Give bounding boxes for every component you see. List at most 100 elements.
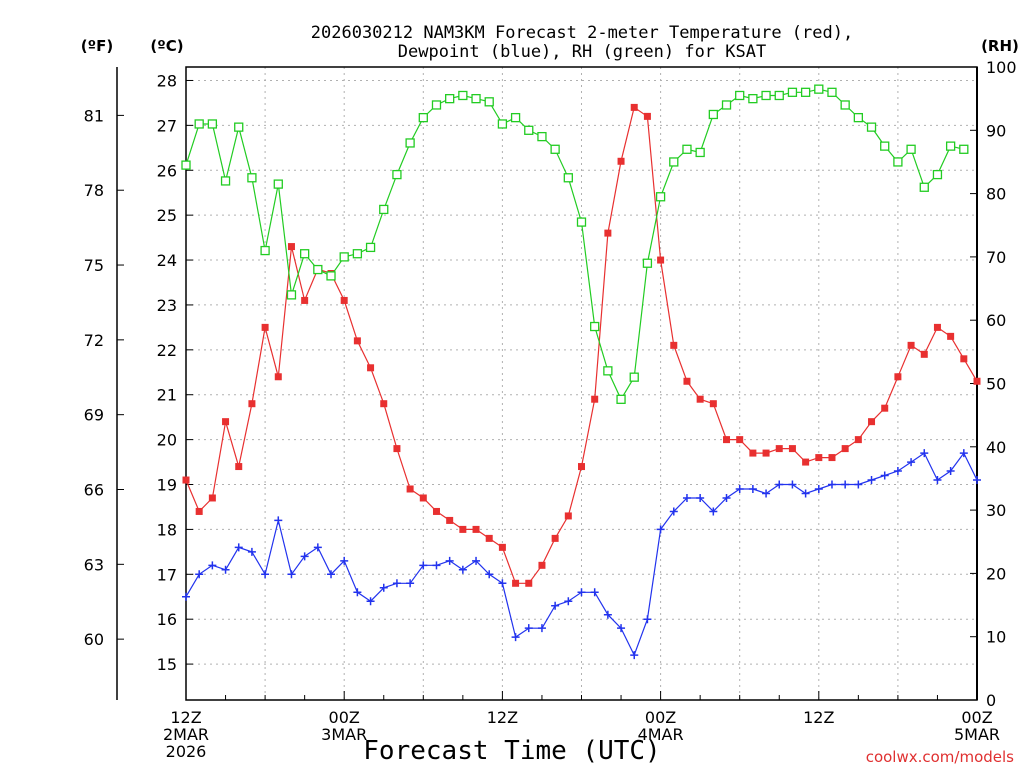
- data-point: [510, 112, 521, 123]
- data-point: [234, 122, 244, 132]
- data-point: [576, 217, 587, 227]
- data-point: [367, 364, 375, 372]
- chart-title-line-1: 2026030212 NAM3KM Forecast 2-meter Tempe…: [311, 23, 853, 43]
- data-point: [195, 570, 204, 579]
- celsius-unit-label: (ºC): [150, 37, 183, 55]
- fahrenheit-tick-label: 69: [84, 406, 104, 425]
- rh-tick-label: 50: [986, 375, 1006, 394]
- celsius-tick-label: 16: [157, 610, 177, 629]
- data-point: [182, 476, 190, 484]
- data-point: [748, 94, 758, 104]
- data-point: [695, 147, 705, 158]
- x-tick-label: 2026: [166, 742, 207, 761]
- x-tick-label: 00Z: [329, 708, 360, 727]
- data-point: [524, 624, 533, 633]
- data-point: [260, 245, 270, 256]
- celsius-tick-label: 19: [157, 476, 177, 495]
- data-point: [642, 258, 653, 268]
- data-point: [722, 493, 731, 502]
- rh-tick-label: 70: [986, 248, 1006, 267]
- data-point: [221, 565, 230, 574]
- chart-title-line-2: Dewpoint (blue), RH (green) for KSAT: [398, 42, 766, 62]
- x-tick-label: 2MAR: [163, 725, 209, 744]
- data-point: [696, 493, 705, 502]
- data-point: [774, 90, 784, 101]
- data-point: [313, 264, 323, 275]
- data-point: [458, 565, 467, 574]
- data-point: [762, 449, 770, 457]
- data-point: [827, 87, 837, 97]
- fahrenheit-tick-label: 75: [84, 256, 104, 275]
- data-point: [945, 141, 956, 151]
- data-point: [564, 512, 572, 520]
- data-point: [340, 296, 348, 304]
- data-point: [406, 579, 415, 588]
- data-point: [946, 467, 955, 476]
- data-point: [207, 119, 218, 129]
- data-point: [261, 323, 269, 331]
- data-point: [485, 570, 494, 579]
- series-rh: [181, 84, 969, 404]
- rh-tick-label: 60: [986, 311, 1006, 330]
- data-point: [841, 480, 850, 489]
- data-point: [867, 476, 876, 485]
- data-point: [669, 507, 678, 516]
- data-point: [471, 94, 481, 104]
- data-point: [590, 588, 599, 597]
- data-point: [881, 404, 889, 412]
- rh-tick-label: 80: [986, 185, 1006, 204]
- data-point: [814, 485, 823, 493]
- x-tick-label: 4MAR: [638, 725, 684, 744]
- data-point: [801, 489, 810, 498]
- data-point: [538, 561, 546, 569]
- rh-tick-label: 90: [986, 121, 1006, 140]
- data-point: [445, 94, 455, 104]
- x-tick-label: 00Z: [961, 708, 992, 727]
- data-point: [749, 449, 757, 457]
- data-point: [775, 480, 784, 489]
- celsius-tick-label: 25: [157, 206, 177, 225]
- data-point: [868, 418, 876, 426]
- data-point: [616, 394, 626, 404]
- title-block: 2026030212 NAM3KM Forecast 2-meter Tempe…: [311, 23, 853, 62]
- data-point: [537, 624, 546, 633]
- celsius-tick-label: 23: [157, 296, 177, 315]
- series: [181, 84, 981, 660]
- x-axis-label: Forecast Time (UTC): [363, 736, 660, 766]
- data-point: [392, 169, 402, 180]
- data-point: [708, 109, 718, 120]
- data-point: [326, 271, 336, 281]
- rh-unit-label: (RH): [981, 37, 1019, 55]
- series-dewpoint: [182, 449, 981, 660]
- data-point: [431, 100, 442, 110]
- data-point: [853, 112, 863, 123]
- rh-tick-label: 10: [986, 628, 1006, 647]
- data-point: [893, 157, 903, 167]
- data-point: [234, 543, 243, 552]
- data-point: [670, 341, 678, 349]
- data-point: [762, 489, 771, 498]
- celsius-tick-label: 22: [157, 341, 177, 360]
- data-point: [683, 377, 691, 385]
- data-point: [866, 122, 877, 132]
- data-point: [419, 561, 428, 570]
- series-line: [185, 88, 964, 401]
- data-point: [656, 525, 665, 534]
- celsius-tick-label: 28: [157, 71, 177, 90]
- data-point: [208, 494, 216, 502]
- data-point: [313, 543, 322, 552]
- data-point: [947, 332, 955, 340]
- data-point: [920, 350, 928, 358]
- fahrenheit-unit-label: (ºF): [81, 37, 113, 55]
- data-point: [723, 436, 731, 444]
- data-point: [696, 395, 704, 403]
- data-point: [564, 597, 573, 606]
- data-point: [814, 84, 824, 94]
- data-point: [709, 400, 717, 408]
- data-point: [854, 436, 862, 444]
- data-point: [657, 256, 665, 264]
- data-point: [405, 138, 415, 148]
- data-point: [840, 100, 850, 110]
- data-point: [603, 610, 612, 619]
